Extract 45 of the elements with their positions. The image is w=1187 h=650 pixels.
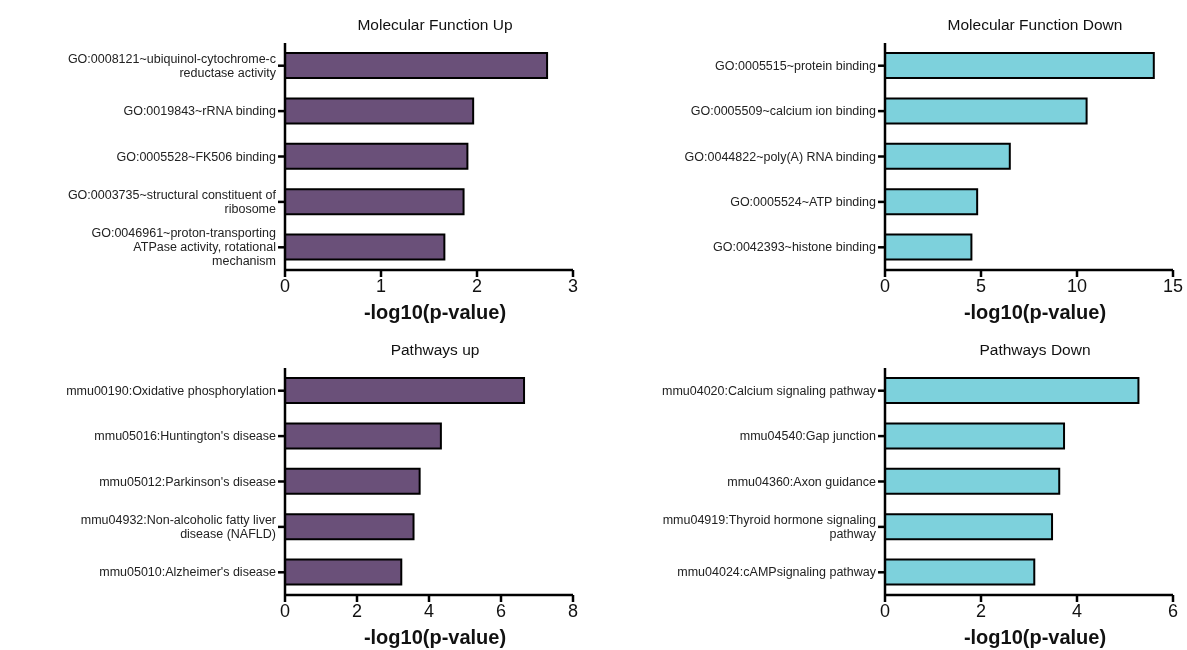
y-tick-label: mmu04932:Non-alcoholic fatty liver disease (NAFLD) [80, 512, 276, 541]
y-tick-label: GO:0005524~ATP binding [730, 194, 877, 209]
x-tick-label: 6 [1167, 600, 1179, 621]
y-tick-label: mmu00190:Oxidative phosphorylation [66, 383, 277, 398]
x-tick-label: 2 [471, 275, 483, 296]
x-tick-label: 4 [423, 600, 435, 621]
x-tick-label: 8 [567, 600, 579, 621]
x-tick-label: 0 [879, 275, 891, 296]
chart-title: Molecular Function Down [946, 16, 1124, 34]
y-tick-label: mmu05010:Alzheimer's disease [99, 565, 277, 580]
x-tick-label: 5 [975, 275, 987, 296]
x-axis-title: -log10(p-value) [962, 626, 1108, 649]
x-tick-label: 6 [495, 600, 507, 621]
y-tick-label: GO:0042393~histone binding [713, 240, 877, 255]
y-tick-label: GO:0005528~FK506 binding [116, 149, 277, 164]
x-tick-label: 0 [279, 275, 291, 296]
x-axis-title: -log10(p-value) [362, 626, 508, 649]
x-tick-label: 4 [1071, 600, 1083, 621]
y-tick-label: GO:0008121~ubiquinol-cytochrome-c reductase activity [67, 51, 277, 80]
y-tick-label: GO:0046961~proton-transporting ATPase activity, rotational mechanism [91, 226, 277, 269]
y-tick-label: mmu04360:Axon guidance [727, 474, 877, 489]
y-tick-label: mmu04020:Calcium signaling pathway [661, 383, 877, 398]
y-tick-label: mmu05012:Parkinson's disease [99, 474, 277, 489]
x-tick-label: 0 [279, 600, 291, 621]
x-tick-label: 2 [351, 600, 363, 621]
chart-title: Pathways Down [978, 341, 1092, 359]
x-tick-label: 0 [879, 600, 891, 621]
x-tick-label: 15 [1162, 275, 1184, 296]
x-tick-label: 1 [375, 275, 387, 296]
y-tick-label: GO:0003735~structural constituent of ribosome [67, 187, 277, 216]
x-axis-title: -log10(p-value) [362, 301, 508, 324]
y-tick-label: mmu04024:cAMPsignaling pathway [677, 565, 877, 580]
y-tick-label: GO:0044822~poly(A) RNA binding [684, 149, 877, 164]
y-tick-label: GO:0005515~protein binding [715, 58, 877, 73]
y-tick-label: mmu04919:Thyroid hormone signaling pathway [662, 512, 877, 541]
y-tick-label: mmu04540:Gap junction [739, 429, 877, 444]
chart-title: Molecular Function Up [356, 16, 514, 34]
chart-title: Pathways up [389, 341, 481, 359]
x-tick-label: 10 [1066, 275, 1088, 296]
y-tick-label: GO:0019843~rRNA binding [123, 104, 277, 119]
x-tick-label: 2 [975, 600, 987, 621]
y-tick-label: mmu05016:Huntington's disease [94, 429, 277, 444]
x-axis-title: -log10(p-value) [962, 301, 1108, 324]
y-tick-label: GO:0005509~calcium ion binding [690, 104, 877, 119]
x-tick-label: 3 [567, 275, 579, 296]
